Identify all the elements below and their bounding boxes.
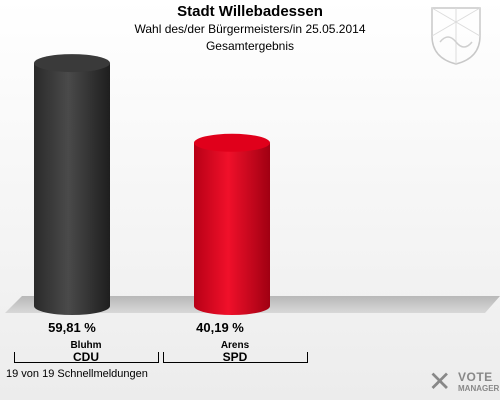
logo-text-manager: MANAGER: [458, 384, 500, 393]
chart-subtitle: Wahl des/der Bürgermeisters/in 25.05.201…: [134, 22, 366, 36]
logo-mark-icon: ✕: [428, 366, 452, 397]
party-label-cdu: CDU: [73, 350, 99, 364]
reporting-status: 19 von 19 Schnellmeldungen: [6, 368, 148, 380]
category-bracket-spd: [163, 352, 308, 363]
value-label-cdu: 59,81 %: [48, 320, 96, 335]
chart-subtitle-result: Gesamtergebnis: [205, 39, 295, 53]
bar-top-spd: [194, 133, 270, 152]
city-crest-icon: [431, 7, 481, 65]
logo-text-vote: VOTE: [458, 370, 493, 384]
category-bracket-cdu: [14, 352, 159, 363]
candidate-label-arens: Arens: [220, 340, 250, 351]
party-label-spd: SPD: [222, 350, 248, 364]
vote-manager-logo: ✕ VOTE MANAGER: [428, 366, 500, 398]
chart-title: Stadt Willebadessen: [177, 3, 323, 20]
bar-cdu: [34, 63, 110, 316]
bar-spd: [194, 142, 270, 315]
bar-top-cdu: [34, 54, 110, 73]
value-label-spd: 40,19 %: [196, 320, 244, 335]
candidate-label-bluhm: Bluhm: [70, 340, 102, 351]
